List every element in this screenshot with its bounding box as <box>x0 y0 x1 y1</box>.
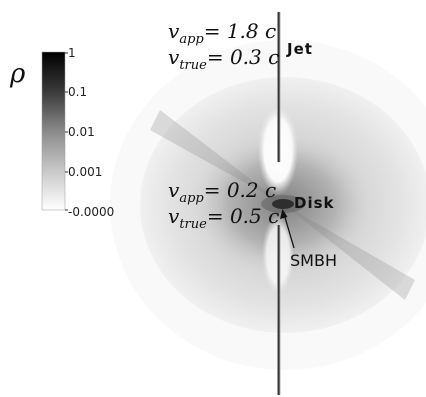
colorbar-tick-label: -0.0000 <box>68 205 114 219</box>
disk-core <box>272 199 294 209</box>
disk-v-true: vtrue= 0.5 c <box>168 204 279 232</box>
smbh-arrow-line <box>283 213 295 249</box>
disk-v-app: vapp= 0.2 c <box>168 178 276 206</box>
colorbar-tick-label: 0.01 <box>68 125 95 139</box>
disk-annotation: vapp= 0.2 c vtrue= 0.5 c Disk <box>168 178 335 232</box>
disk-v-true-symbol: v <box>168 204 180 228</box>
jet-v-app-sub: app <box>179 32 204 47</box>
jet-label: Jet <box>286 40 313 58</box>
smbh-arrow-head <box>280 209 288 219</box>
density-field <box>110 12 426 395</box>
disk-v-app-sub: app <box>179 191 204 206</box>
jet-v-app-symbol: v <box>168 19 180 43</box>
colorbar-bar <box>41 51 66 211</box>
colorbar-tick-label: 1 <box>68 46 76 60</box>
colorbar: ρ 1 0.1 0.01 0.001 -0.0000 <box>9 46 114 219</box>
colorbar-tick-label: 0.001 <box>68 165 102 179</box>
lower-jet <box>277 225 281 395</box>
colorbar-tick-label: 0.1 <box>68 85 87 99</box>
upper-jet <box>277 12 281 162</box>
colorbar-symbol: ρ <box>9 59 26 89</box>
disk-wedge-upper <box>150 110 283 204</box>
jet-v-true-value: = 0.3 c <box>207 45 279 69</box>
disk-v-true-sub: true <box>179 217 207 232</box>
smbh-annotation: SMBH <box>280 209 337 270</box>
jet-v-true-symbol: v <box>168 45 180 69</box>
jet-annotation: vapp= 1.8 c vtrue= 0.3 c Jet <box>168 19 313 73</box>
jet-v-true-sub: true <box>179 58 207 73</box>
disk-v-app-value: = 0.2 c <box>204 178 276 202</box>
disk-core-glow <box>261 195 305 213</box>
disk-label: Disk <box>294 194 335 212</box>
smbh-label: SMBH <box>290 251 337 270</box>
disk-v-true-value: = 0.5 c <box>207 204 279 228</box>
jet-v-app-value: = 1.8 c <box>204 19 276 43</box>
disk-v-app-symbol: v <box>168 178 180 202</box>
jet-v-true: vtrue= 0.3 c <box>168 45 279 73</box>
disk-wedge-lower <box>283 204 415 300</box>
jet-v-app: vapp= 1.8 c <box>168 19 276 47</box>
